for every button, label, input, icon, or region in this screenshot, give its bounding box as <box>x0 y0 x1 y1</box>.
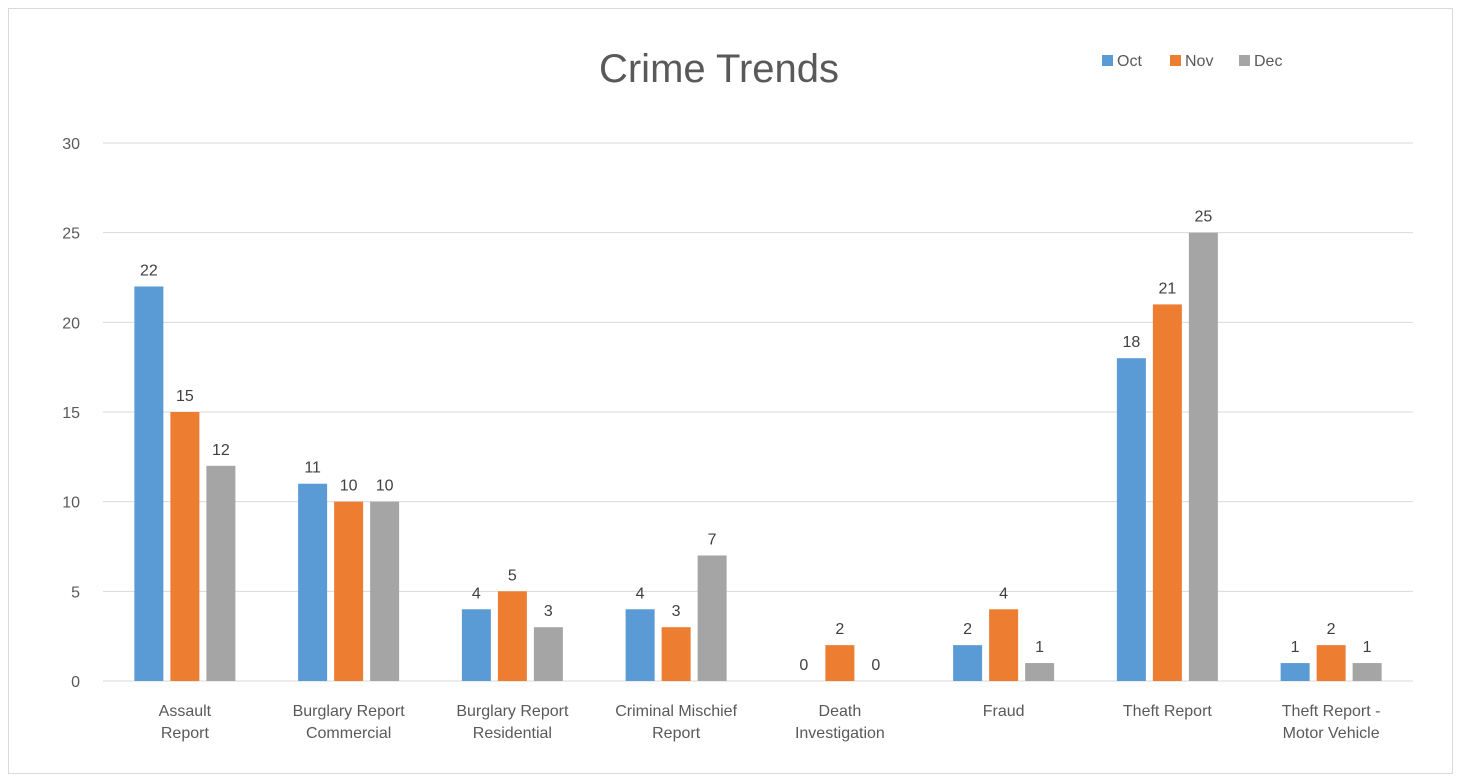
bar-oct <box>1280 663 1310 681</box>
data-label: 21 <box>1158 280 1176 297</box>
x-category-label: Death <box>819 703 862 720</box>
legend-swatch-dec <box>1239 55 1250 66</box>
data-label: 1 <box>1035 639 1044 656</box>
bar-oct <box>134 286 164 681</box>
data-label: 3 <box>672 603 681 620</box>
x-category-label: Investigation <box>795 725 885 742</box>
legend-label-oct: Oct <box>1117 53 1142 70</box>
data-label: 15 <box>176 388 194 405</box>
bar-nov <box>825 645 855 681</box>
bar-nov <box>1316 645 1346 681</box>
bar-dec <box>206 465 236 681</box>
data-label: 4 <box>999 585 1008 602</box>
data-label: 25 <box>1194 209 1212 226</box>
x-category-label: Criminal Mischief <box>615 703 737 720</box>
data-label: 4 <box>636 585 645 602</box>
legend-label-dec: Dec <box>1254 53 1282 70</box>
x-category-label: Motor Vehicle <box>1283 725 1380 742</box>
legend-swatch-nov <box>1170 55 1181 66</box>
x-category-label: Report <box>161 725 210 742</box>
data-label: 3 <box>544 603 553 620</box>
bar-nov <box>334 501 364 681</box>
bar-oct <box>625 609 655 681</box>
legend-label-nov: Nov <box>1185 53 1213 70</box>
bar-dec <box>1352 663 1382 681</box>
y-tick-label: 20 <box>62 315 80 332</box>
bar-dec <box>1188 232 1218 681</box>
bar-nov <box>661 627 691 681</box>
data-label: 4 <box>472 585 481 602</box>
y-tick-label: 25 <box>62 226 80 243</box>
data-label: 11 <box>304 460 321 477</box>
bar-dec <box>697 555 727 681</box>
bar-nov <box>170 412 200 681</box>
x-category-label: Fraud <box>983 703 1025 720</box>
bar-dec <box>1025 663 1055 681</box>
bar-nov <box>1152 304 1182 681</box>
data-label: 10 <box>340 478 358 495</box>
bar-dec <box>370 501 400 681</box>
data-label: 0 <box>799 657 808 674</box>
x-category-label: Burglary Report <box>293 703 406 720</box>
data-label: 2 <box>963 621 972 638</box>
data-label: 0 <box>871 657 880 674</box>
data-label: 22 <box>140 262 158 279</box>
bar-dec <box>533 627 563 681</box>
x-category-label: Commercial <box>306 725 391 742</box>
data-label: 18 <box>1122 334 1140 351</box>
x-category-label: Assault <box>159 703 212 720</box>
x-category-label: Theft Report <box>1123 703 1212 720</box>
bar-oct <box>298 483 328 681</box>
x-category-label: Burglary Report <box>456 703 569 720</box>
bar-nov <box>497 591 527 681</box>
data-label: 12 <box>212 442 230 459</box>
bar-oct <box>1116 358 1146 681</box>
data-label: 1 <box>1363 639 1372 656</box>
data-label: 10 <box>376 478 394 495</box>
bar-oct <box>461 609 491 681</box>
y-tick-label: 5 <box>71 584 80 601</box>
y-tick-label: 30 <box>62 136 80 153</box>
chart-title: Crime Trends <box>599 47 839 91</box>
y-tick-label: 0 <box>71 674 80 691</box>
x-category-label: Residential <box>473 725 552 742</box>
data-label: 2 <box>1327 621 1336 638</box>
data-label: 1 <box>1291 639 1300 656</box>
y-tick-label: 10 <box>62 495 80 512</box>
x-category-label: Theft Report - <box>1282 703 1381 720</box>
data-label: 5 <box>508 567 517 584</box>
data-label: 2 <box>835 621 844 638</box>
bar-oct <box>953 645 983 681</box>
y-tick-label: 15 <box>62 405 80 422</box>
legend-swatch-oct <box>1102 55 1113 66</box>
x-category-label: Report <box>652 725 701 742</box>
data-label: 7 <box>708 531 717 548</box>
bar-nov <box>989 609 1019 681</box>
